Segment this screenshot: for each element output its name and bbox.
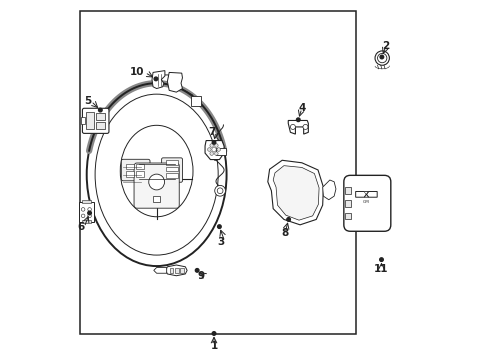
Bar: [125, 171, 133, 176]
Bar: [165, 167, 178, 171]
Bar: [153, 196, 160, 202]
Polygon shape: [322, 180, 335, 200]
Bar: [136, 164, 144, 169]
Bar: [169, 268, 173, 273]
Circle shape: [88, 214, 91, 218]
Bar: [96, 113, 105, 121]
Circle shape: [217, 148, 220, 151]
Circle shape: [88, 208, 91, 211]
Text: 8: 8: [281, 228, 288, 238]
Polygon shape: [152, 71, 164, 89]
Circle shape: [379, 55, 383, 59]
Circle shape: [99, 108, 102, 112]
Text: 7: 7: [208, 127, 215, 136]
FancyBboxPatch shape: [343, 175, 390, 231]
FancyBboxPatch shape: [82, 108, 109, 134]
Circle shape: [81, 214, 85, 218]
Circle shape: [214, 144, 218, 147]
Polygon shape: [267, 160, 323, 225]
Polygon shape: [153, 267, 166, 273]
Circle shape: [214, 152, 218, 156]
Text: 4: 4: [298, 103, 305, 113]
Bar: [175, 268, 178, 273]
Circle shape: [217, 188, 223, 194]
FancyBboxPatch shape: [191, 96, 201, 106]
Circle shape: [296, 118, 300, 122]
Circle shape: [154, 77, 158, 81]
Bar: [136, 171, 144, 176]
Circle shape: [209, 144, 213, 147]
Text: 9: 9: [198, 271, 204, 281]
Circle shape: [374, 51, 388, 65]
Circle shape: [290, 125, 295, 130]
Bar: [96, 122, 105, 130]
Polygon shape: [355, 192, 366, 197]
Polygon shape: [167, 72, 182, 92]
Circle shape: [379, 258, 383, 261]
Bar: [344, 201, 351, 207]
Circle shape: [217, 225, 221, 228]
Bar: [80, 12, 355, 334]
Bar: [85, 112, 94, 130]
Circle shape: [81, 208, 85, 211]
Circle shape: [195, 269, 199, 272]
Polygon shape: [273, 166, 319, 220]
Ellipse shape: [120, 125, 193, 217]
Text: 10: 10: [130, 67, 144, 77]
Polygon shape: [366, 192, 376, 197]
Circle shape: [148, 174, 164, 190]
Polygon shape: [287, 121, 308, 134]
Bar: [82, 220, 91, 223]
FancyBboxPatch shape: [79, 202, 94, 222]
FancyBboxPatch shape: [162, 158, 182, 182]
Bar: [165, 173, 178, 178]
Text: 11: 11: [373, 264, 388, 274]
Polygon shape: [204, 140, 224, 159]
Circle shape: [303, 125, 307, 130]
Text: 3: 3: [217, 237, 224, 247]
Ellipse shape: [86, 83, 226, 266]
Text: 5: 5: [83, 96, 91, 106]
Circle shape: [88, 211, 91, 215]
Text: GM: GM: [362, 200, 369, 204]
Bar: [344, 213, 351, 220]
Bar: [82, 200, 91, 203]
Circle shape: [212, 332, 215, 335]
Circle shape: [286, 218, 290, 221]
Text: 2: 2: [382, 41, 389, 50]
Circle shape: [214, 185, 225, 196]
Bar: [344, 187, 351, 194]
Circle shape: [209, 152, 213, 156]
Circle shape: [211, 147, 216, 152]
Polygon shape: [165, 265, 187, 276]
Polygon shape: [364, 192, 368, 197]
Text: 6: 6: [77, 222, 84, 232]
Bar: [180, 268, 183, 273]
Bar: [81, 117, 85, 125]
FancyBboxPatch shape: [121, 159, 150, 181]
Ellipse shape: [95, 94, 218, 255]
Bar: [215, 148, 225, 155]
FancyBboxPatch shape: [134, 163, 179, 208]
Circle shape: [377, 53, 386, 63]
Circle shape: [207, 148, 211, 151]
Text: 1: 1: [210, 341, 217, 351]
Bar: [125, 164, 133, 169]
Circle shape: [212, 140, 215, 144]
Bar: [165, 160, 178, 165]
